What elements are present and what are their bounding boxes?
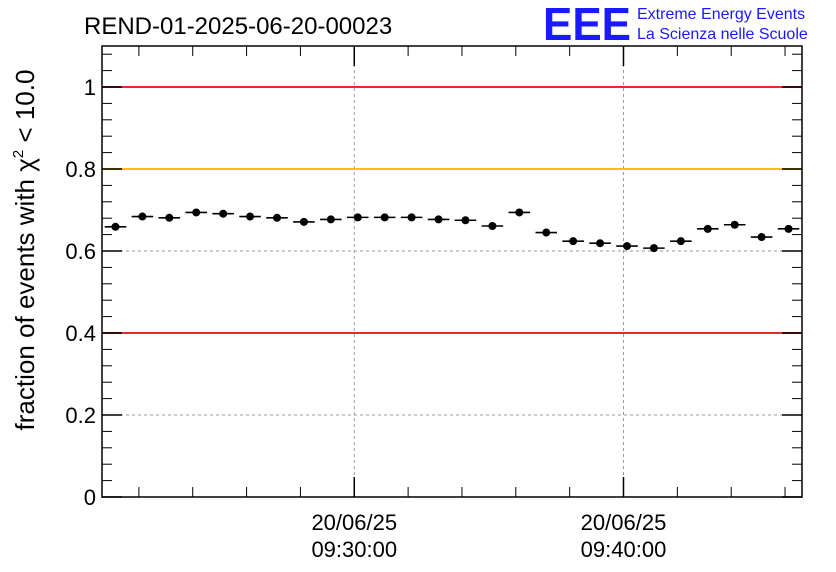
points-group — [104, 208, 800, 253]
data-point — [488, 221, 497, 230]
eee-logo: EEE Extreme Energy Events La Scienza nel… — [543, 0, 808, 50]
x-tick-label-date: 20/06/25 — [311, 510, 397, 535]
data-point — [434, 215, 443, 224]
y-tick-label: 1 — [84, 75, 96, 100]
y-tick-label: 0.6 — [65, 239, 96, 264]
x-tick-label-time: 09:30:00 — [311, 537, 397, 562]
data-point — [299, 217, 308, 226]
data-point — [569, 237, 578, 246]
y-tick-label: 0.2 — [65, 403, 96, 428]
data-point — [649, 244, 658, 253]
x-tick-label-date: 20/06/25 — [581, 510, 667, 535]
y-axis-label-superscript: 2 — [10, 150, 27, 158]
data-point — [757, 233, 766, 242]
chart-title: REND-01-2025-06-20-00023 — [84, 13, 392, 40]
eee-logo-line2: La Scienza nelle Scuole — [637, 26, 808, 43]
threshold-layer — [102, 86, 802, 334]
data-point — [407, 213, 416, 222]
data-point — [703, 224, 712, 233]
y-axis-label-suffix: < 10.0 — [10, 70, 40, 150]
data-point — [676, 237, 685, 246]
y-axis-label-chi: χ — [10, 158, 40, 172]
data-point — [784, 224, 793, 233]
eee-logo-mark: EEE — [543, 0, 631, 50]
y-tick-label: 0 — [84, 485, 96, 510]
data-point — [165, 213, 174, 222]
data-point — [192, 208, 201, 217]
data-point — [730, 220, 739, 229]
data-point — [623, 242, 631, 251]
y-tick-label: 0.4 — [65, 321, 96, 346]
data-point — [219, 209, 228, 218]
points-layer — [104, 208, 800, 253]
data-point — [138, 212, 147, 221]
y-axis-label: fraction of events with χ2 < 10.0 — [10, 70, 40, 431]
data-point — [542, 228, 551, 237]
data-point — [380, 213, 389, 222]
data-point — [273, 213, 281, 222]
y-tick-label: 0.8 — [65, 157, 96, 182]
data-point — [246, 212, 255, 221]
tick-label-layer: 00.20.40.60.8120/06/2509:30:0020/06/2509… — [65, 75, 666, 562]
data-point — [326, 215, 335, 224]
plot-frame — [101, 45, 803, 498]
y-axis-label-prefix: fraction of events with — [10, 172, 40, 431]
data-point — [111, 222, 120, 231]
data-point — [515, 208, 524, 217]
eee-logo-line1: Extreme Energy Events — [637, 6, 805, 23]
data-point — [353, 213, 362, 222]
x-tick-label-time: 09:40:00 — [581, 537, 667, 562]
data-point — [596, 239, 605, 248]
axes-layer — [101, 45, 803, 498]
data-point — [461, 216, 470, 225]
